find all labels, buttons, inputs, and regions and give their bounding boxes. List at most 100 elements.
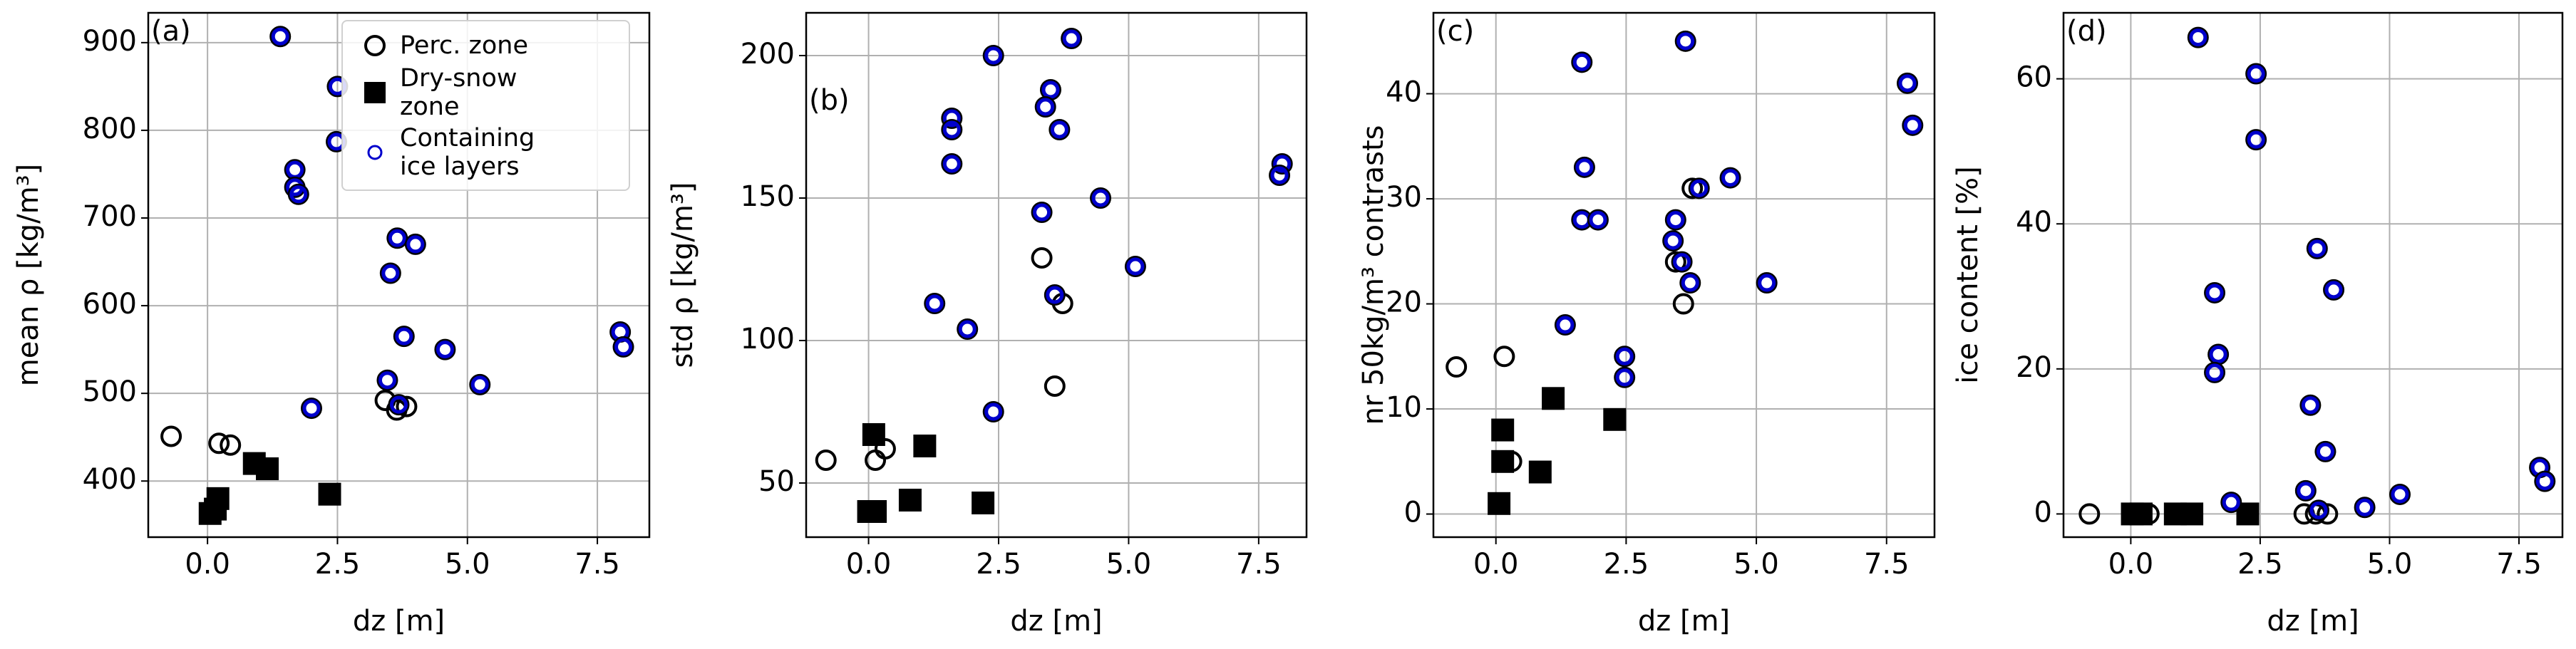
ice-marker-outline xyxy=(1090,187,1112,209)
x-axis-label: dz [m] xyxy=(1638,605,1730,638)
panel: 0.0 2.5 5.0 7.5 0 10 20 30 40 (c) dz [m] nr 50kg/m³… xyxy=(1357,11,1936,638)
ice-marker xyxy=(984,46,1003,65)
ice-marker-outline xyxy=(1688,177,1710,199)
x-tick-label: 7.5 xyxy=(1864,548,1910,581)
ice-marker-outline xyxy=(2245,63,2267,85)
ice-marker-outline xyxy=(924,293,946,314)
x-axis-label: dz [m] xyxy=(2267,605,2359,638)
ice-marker-outline xyxy=(2245,129,2267,151)
ice-marker-outline xyxy=(612,336,634,358)
ice-marker-outline xyxy=(2389,483,2411,505)
ice-marker-outline xyxy=(2204,281,2226,303)
x-tick-label: 7.5 xyxy=(575,548,620,581)
ice-marker xyxy=(436,341,454,359)
ice-marker xyxy=(2535,472,2554,491)
ice-marker-outline xyxy=(388,394,410,416)
ice-marker xyxy=(1273,155,1292,173)
ice-marker xyxy=(388,229,406,247)
x-tick-label: 5.0 xyxy=(2367,548,2413,581)
ice-marker xyxy=(395,327,413,346)
y-tick-label: 0 xyxy=(2034,496,2052,529)
circle-marker xyxy=(160,425,182,447)
ice-marker xyxy=(2324,281,2343,299)
x-tick-label: 5.0 xyxy=(445,548,490,581)
ice-marker xyxy=(1666,211,1685,229)
square-marker xyxy=(1542,387,1565,410)
ice-marker-outline xyxy=(1671,251,1693,273)
panel: 0.0 2.5 5.0 7.5 0 20 40 60 (d) dz [m] ice content … xyxy=(1952,11,2564,638)
x-tick-label: 2.5 xyxy=(1604,548,1649,581)
ice-marker-outline xyxy=(287,183,309,205)
y-tick-label: 400 xyxy=(83,463,137,496)
ice-marker xyxy=(286,160,304,179)
x-tick-label: 5.0 xyxy=(1106,548,1152,581)
plot-area xyxy=(815,28,1293,523)
circle-marker xyxy=(1044,375,1066,397)
ice-marker xyxy=(1758,274,1776,292)
ice-marker-outline xyxy=(2323,279,2345,301)
x-tick-label: 0.0 xyxy=(1473,548,1519,581)
ice-marker xyxy=(1050,120,1068,139)
ice-marker-outline xyxy=(2220,492,2242,514)
y-tick-label: 150 xyxy=(741,180,795,213)
ice-marker xyxy=(1062,29,1081,48)
ice-marker xyxy=(2391,485,2409,504)
y-tick-label: 700 xyxy=(83,200,137,233)
x-tick-label: 2.5 xyxy=(315,548,361,581)
ice-marker xyxy=(2356,498,2374,516)
panel-label: (a) xyxy=(151,15,191,48)
x-tick-label: 0.0 xyxy=(846,548,892,581)
panel-label: (c) xyxy=(1436,15,1474,48)
ice-marker xyxy=(390,395,408,414)
circle-marker xyxy=(1493,346,1515,368)
ice-marker-outline xyxy=(1554,314,1576,336)
ice-marker xyxy=(2205,284,2224,302)
ice-marker-outline xyxy=(1664,209,1686,231)
legend-marker xyxy=(364,35,386,56)
ice-marker xyxy=(1046,286,1064,304)
ice-marker xyxy=(2205,363,2224,382)
ice-marker-outline xyxy=(269,26,292,48)
ice-marker-outline xyxy=(434,338,456,360)
ice-marker xyxy=(2247,65,2265,83)
ice-marker-outline xyxy=(2534,470,2556,492)
ice-marker xyxy=(1673,253,1691,271)
circle-marker xyxy=(1672,293,1694,315)
y-tick-label: 30 xyxy=(1386,181,1422,214)
ice-marker xyxy=(614,338,633,356)
square-marker xyxy=(2180,502,2204,526)
square-marker xyxy=(255,457,279,480)
ice-marker xyxy=(1033,203,1051,222)
circle-marker xyxy=(1681,177,1704,199)
ice-marker-outline xyxy=(1061,28,1083,49)
ice-marker xyxy=(1270,166,1289,185)
ice-marker xyxy=(984,403,1003,421)
square-marker xyxy=(864,500,887,523)
ice-marker-outline xyxy=(1902,114,1924,136)
circle-marker xyxy=(2078,503,2101,525)
ice-marker-outline xyxy=(957,318,979,340)
ice-marker-outline xyxy=(379,262,401,284)
ice-marker xyxy=(1572,211,1591,229)
ice-marker-outline xyxy=(941,108,963,129)
circle-marker xyxy=(396,395,418,417)
ice-marker xyxy=(2297,482,2315,500)
panel: 0.0 2.5 5.0 7.5 50 100 150 200 (b) dz [m] std ρ [k… xyxy=(666,11,1308,638)
ice-marker xyxy=(302,399,321,417)
ice-marker xyxy=(2309,501,2328,519)
square-marker xyxy=(972,492,995,514)
y-axis-label: ice content [%] xyxy=(1952,166,1984,384)
legend: Perc. zone Dry-snow zone Containing ice la… xyxy=(341,20,630,191)
x-tick-label: 5.0 xyxy=(1733,548,1779,581)
ice-marker xyxy=(958,320,977,338)
ice-marker xyxy=(2308,239,2327,258)
ice-marker xyxy=(1575,158,1594,177)
ice-marker xyxy=(1898,74,1917,93)
legend-entry: Dry-snow zone xyxy=(350,64,622,121)
circle-marker xyxy=(1664,251,1686,273)
circle-marker xyxy=(208,432,230,455)
ice-marker-outline xyxy=(941,153,963,175)
ice-marker xyxy=(1615,368,1634,387)
